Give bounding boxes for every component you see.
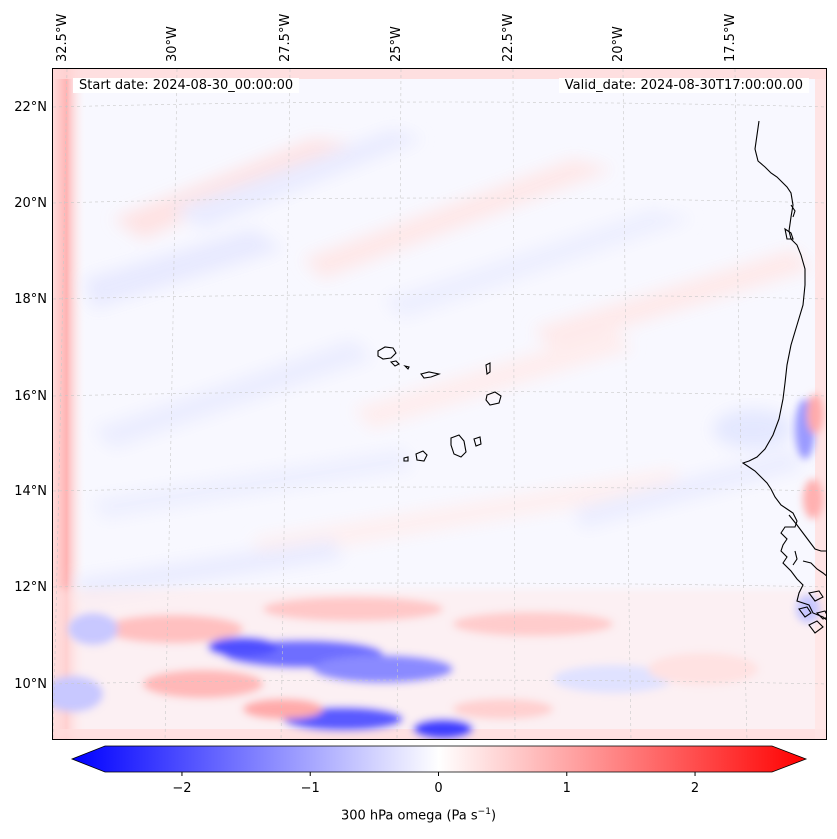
lat-label-20n: 20°N bbox=[14, 196, 47, 211]
lat-label-18n: 18°N bbox=[14, 292, 47, 307]
mid-omega-streaks bbox=[73, 409, 803, 599]
lon-label-30w: 30°W bbox=[165, 26, 180, 62]
upper-omega-streaks bbox=[83, 129, 813, 449]
coastal-omega-features bbox=[795, 394, 823, 623]
island-sao-nicolau bbox=[420, 371, 441, 379]
colorbar-tick-label: −1 bbox=[301, 781, 320, 796]
island-fogo bbox=[415, 450, 428, 462]
island-maio bbox=[473, 436, 482, 447]
island-santo-antao bbox=[377, 346, 397, 360]
colorbar-tick-label: 2 bbox=[691, 781, 699, 796]
map-panel bbox=[52, 68, 827, 740]
colorbar: −2 −1 0 1 2 bbox=[70, 745, 808, 796]
colorbar-label-close: ) bbox=[490, 808, 497, 824]
top-boundary-band bbox=[53, 69, 826, 79]
colorbar-label-text: 300 hPa omega (Pa s bbox=[340, 808, 478, 824]
lon-label-22-5w: 22.5°W bbox=[501, 14, 516, 62]
graticule bbox=[53, 69, 826, 739]
valid-date-label: Valid_date: 2024-08-30T17:00:00.00 bbox=[558, 78, 809, 93]
colorbar-tick-label: −2 bbox=[172, 781, 191, 796]
omega-field-map bbox=[53, 69, 826, 739]
southern-convection bbox=[53, 589, 826, 739]
island-sao-vicente bbox=[389, 360, 400, 367]
lat-label-14n: 14°N bbox=[14, 484, 47, 499]
colorbar-tick-label: 0 bbox=[434, 781, 442, 796]
island-santiago bbox=[450, 434, 467, 458]
lat-label-22n: 22°N bbox=[14, 100, 47, 115]
colorbar-label-unit-exponent: −1 bbox=[477, 807, 491, 817]
island-brava bbox=[403, 456, 409, 462]
latitude-labels: 22°N 20°N 18°N 16°N 14°N 12°N 10°N bbox=[14, 100, 47, 692]
cabo-verde-islands bbox=[377, 346, 502, 462]
african-coastline bbox=[741, 120, 826, 634]
lat-label-12n: 12°N bbox=[14, 580, 47, 595]
colorbar-tick-label: 1 bbox=[563, 781, 571, 796]
lat-label-10n: 10°N bbox=[14, 677, 47, 692]
colorbar-gradient bbox=[70, 745, 808, 773]
island-santa-luzia bbox=[403, 364, 410, 370]
lon-label-25w: 25°W bbox=[389, 26, 404, 62]
lon-label-20w: 20°W bbox=[611, 26, 626, 62]
colorbar-label: 300 hPa omega (Pa s−1) bbox=[0, 807, 837, 823]
start-date-label: Start date: 2024-08-30_00:00:00 bbox=[73, 78, 300, 93]
colorbar-ticks: −2 −1 0 1 2 bbox=[172, 772, 699, 796]
lon-label-32-5w: 32.5°W bbox=[55, 14, 70, 62]
island-boa-vista bbox=[485, 391, 502, 406]
longitude-labels: 32.5°W 30°W 27.5°W 25°W 22.5°W 20°W 17.5… bbox=[55, 14, 738, 62]
lon-label-27-5w: 27.5°W bbox=[278, 14, 293, 62]
lat-label-16n: 16°N bbox=[14, 389, 47, 404]
lon-label-17-5w: 17.5°W bbox=[723, 14, 738, 62]
island-sal bbox=[485, 362, 491, 375]
